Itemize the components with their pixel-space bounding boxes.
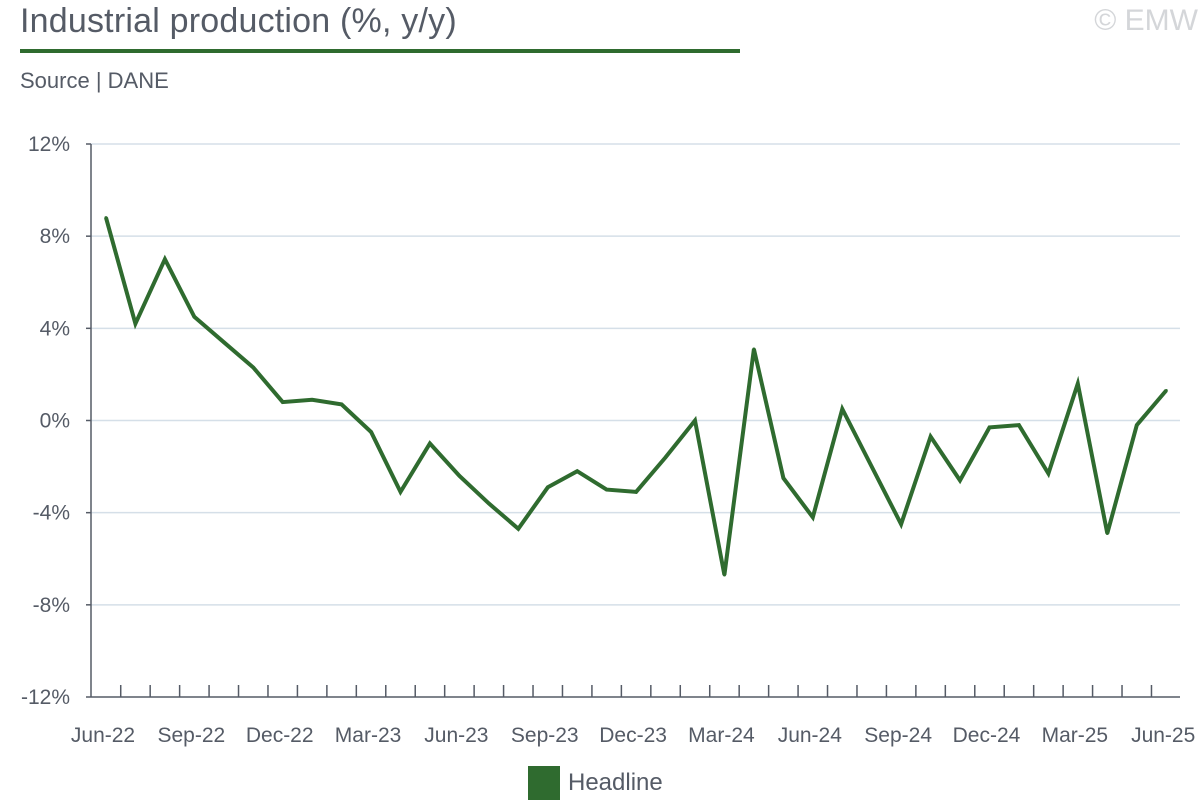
data-point: [958, 478, 962, 483]
x-tick-label: Dec-22: [246, 724, 314, 747]
data-point: [634, 490, 638, 494]
data-point: [929, 435, 933, 439]
y-tick-label: -12%: [21, 686, 70, 709]
data-point: [840, 407, 844, 411]
y-tick-label: -8%: [33, 594, 70, 617]
x-tick-label: Dec-23: [599, 724, 667, 747]
y-tick-label: 8%: [40, 225, 70, 248]
source-label: Source | DANE: [20, 68, 169, 93]
data-point: [281, 400, 285, 404]
data-point: [369, 430, 373, 434]
data-point: [192, 315, 196, 319]
data-point: [899, 522, 903, 526]
legend-swatch-headline: [528, 766, 560, 800]
legend-label-headline: Headline: [568, 769, 663, 796]
x-tick-label: Mar-23: [335, 724, 402, 747]
data-point: [1105, 531, 1109, 536]
watermark: © EMW: [1094, 4, 1198, 37]
data-point: [251, 365, 255, 370]
data-point: [870, 464, 874, 469]
data-point: [722, 573, 727, 577]
data-point: [811, 515, 815, 519]
data-point: [575, 469, 579, 473]
data-point: [663, 455, 668, 459]
data-point: [133, 322, 138, 326]
data-point: [428, 441, 432, 446]
chart-title: Industrial production (%, y/y): [20, 2, 457, 40]
data-point: [752, 347, 756, 351]
data-point: [457, 474, 461, 478]
data-point: [1135, 423, 1139, 427]
x-tick-label: Jun-22: [71, 724, 135, 747]
data-point: [546, 485, 550, 489]
x-tick-label: Sep-23: [511, 724, 579, 747]
x-tick-label: Sep-24: [864, 724, 932, 747]
y-tick-label: 4%: [40, 317, 70, 340]
data-point: [163, 257, 167, 261]
x-tick-label: Dec-24: [953, 724, 1021, 747]
data-point: [1164, 388, 1168, 393]
data-point: [781, 476, 785, 480]
data-point: [222, 340, 226, 344]
data-point: [398, 490, 403, 494]
y-tick-label: -4%: [33, 502, 70, 525]
y-tick-label: 0%: [40, 410, 70, 433]
data-point: [1046, 471, 1050, 476]
data-point: [987, 425, 992, 430]
data-point: [487, 501, 491, 506]
data-point: [516, 527, 520, 531]
series-line-headline: [104, 217, 1168, 576]
legend: Headline: [528, 766, 663, 800]
data-point: [104, 216, 108, 220]
data-point: [605, 488, 609, 492]
x-tick-label: Jun-25: [1131, 724, 1195, 747]
x-tick-label: Sep-22: [157, 724, 225, 747]
data-point: [693, 418, 697, 423]
x-tick-label: Jun-23: [424, 724, 488, 747]
y-tick-label: 12%: [28, 133, 70, 156]
x-tick-label: Jun-24: [778, 724, 843, 747]
data-point: [340, 402, 344, 406]
x-tick-label: Mar-24: [688, 724, 755, 747]
data-point: [1017, 423, 1021, 427]
data-point: [310, 398, 314, 402]
data-point: [1076, 382, 1080, 386]
x-tick-label: Mar-25: [1042, 724, 1109, 747]
title-underline: [20, 49, 740, 53]
